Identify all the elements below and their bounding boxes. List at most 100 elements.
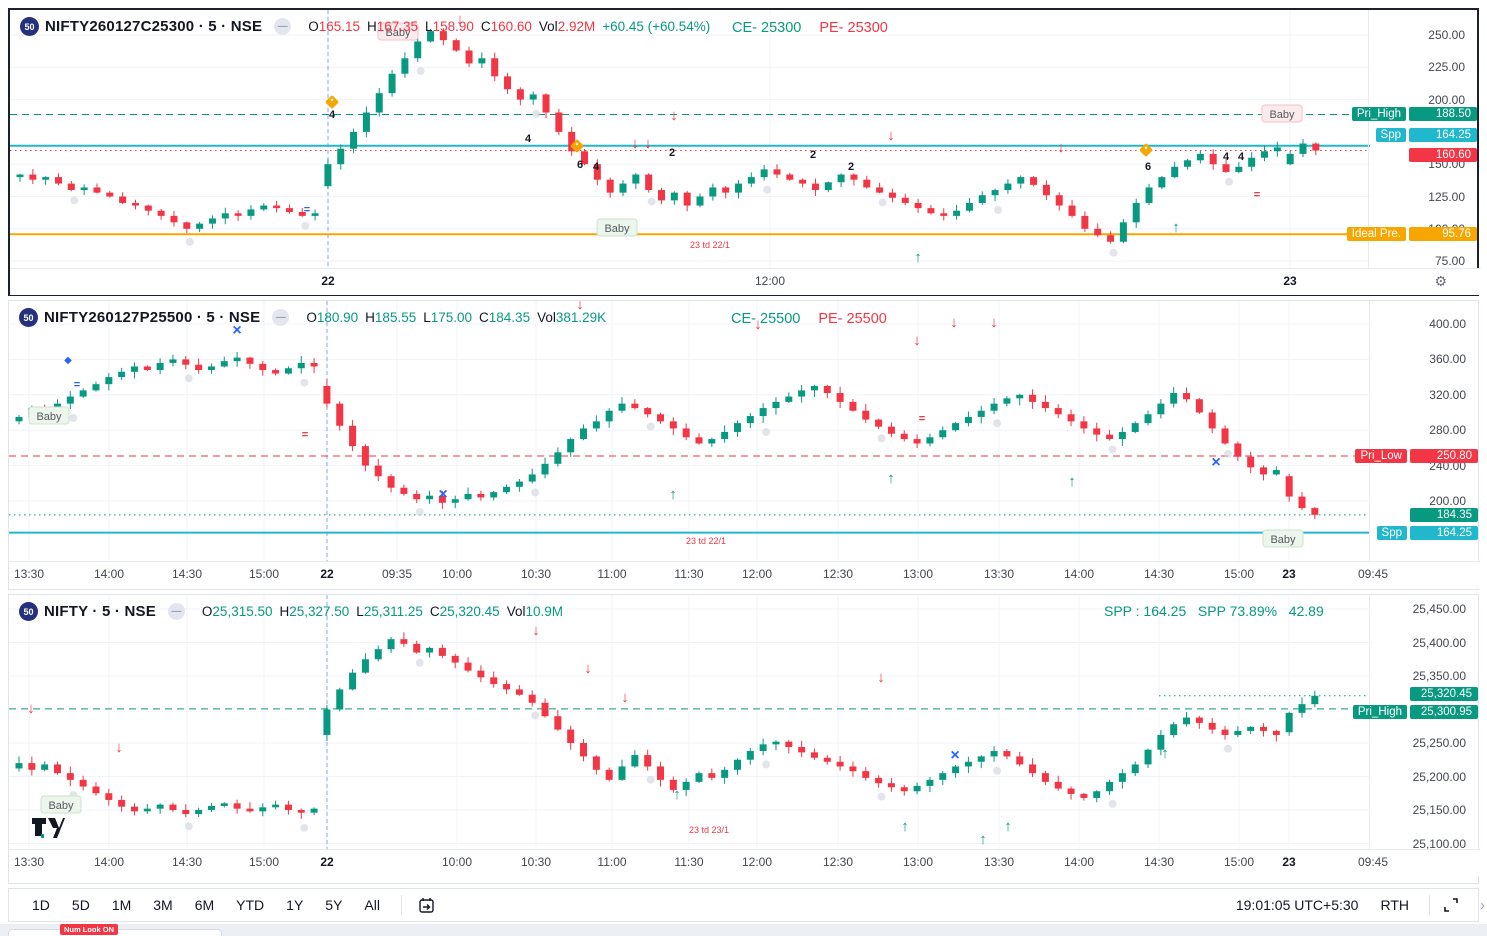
gear-icon[interactable]: ⚙ [1434,273,1447,289]
svg-text:=: = [919,413,925,425]
svg-text:4: 4 [1238,151,1245,163]
chevron-right-icon[interactable]: › [1480,897,1485,914]
svg-text:↓: ↓ [913,332,921,349]
nifty50-logo: 50 [20,17,39,36]
price-tick: 250.00 [1428,28,1465,42]
svg-text:↓: ↓ [887,127,895,144]
range-button-1d[interactable]: 1D [32,897,50,913]
ohlc-value: 165.15 [318,19,360,34]
price-tick: 280.00 [1429,423,1466,438]
ohlc-key: C [480,19,491,34]
price-level-label: Spp 164.25 [1376,525,1478,541]
num-look-badge: Num Look ON [60,924,118,935]
price-axis-1[interactable]: 400.00 360.00 320.00 280.00 240.00 200.00 Pri_… [1355,301,1478,561]
ce-strike-label: CE- 25500 [731,311,801,327]
ohlc-value: 185.55 [374,310,417,325]
svg-text:Baby: Baby [1269,109,1295,121]
range-button-ytd[interactable]: YTD [236,897,265,913]
svg-text:2: 2 [669,147,675,159]
time-tick: 11:00 [597,855,627,869]
ohlc-key: O [306,310,317,325]
symbol-title[interactable]: NIFTY260127C25300 · 5 · NSE [45,18,263,35]
symbol-header-1: 50 NIFTY260127P25500 · 5 · NSE — O180.90… [19,308,606,327]
svg-text:Baby: Baby [48,800,74,812]
time-tick: 13:30 [983,567,1015,581]
time-tick: 13:30 [13,855,45,869]
svg-text:×: × [1211,454,1220,471]
desktop-strip [0,924,1487,936]
price-axis-0[interactable]: 250.00225.00200.00150.00125.00100.0075.0… [1346,10,1477,269]
range-button-5y[interactable]: 5Y [325,897,343,913]
price-tick: 75.00 [1434,254,1465,269]
ohlc-value: 25,327.50 [289,604,350,619]
collapse-icon[interactable]: — [272,309,290,326]
time-tick: 22 [320,855,334,869]
time-tick: 13:30 [13,567,45,581]
time-axis-1[interactable]: 13:30 14:00 14:30 15:00 22 09:35 10:00 10:30 11:… [9,561,1480,588]
time-tick: 10:30 [520,567,552,581]
symbol-header-2: 50 NIFTY · 5 · NSE — O25,315.50 H25,327.5… [19,602,563,621]
session-toggle[interactable]: RTH [1380,897,1409,913]
ohlc-key: Vol [506,604,526,619]
price-level-value: 25,300.95 [1410,704,1478,719]
svg-text:=: = [74,379,80,391]
svg-text:=: = [1254,189,1260,201]
range-button-5d[interactable]: 5D [71,897,90,913]
time-tick: 23 [1282,855,1296,869]
time-axis-2[interactable]: 13:30 14:00 14:30 15:00 22 10:00 10:30 11:00 11:… [9,849,1480,876]
svg-text:Baby: Baby [36,411,62,423]
time-tick: 14:00 [1063,855,1095,869]
price-tick: 200.00 [1428,92,1465,107]
clock-label[interactable]: 19:01:05 UTC+5:30 [1235,897,1359,913]
time-tick: 09:35 [381,567,413,581]
chart-svg-2[interactable]: Baby ↓ ↓ ↓ ↓ ↓ ↓ ↑ ↑ ↑ ↑ ↑ × 23 td 23/1 [9,595,1369,849]
tradingview-logo[interactable] [31,817,65,844]
svg-text:4: 4 [329,109,336,121]
chart-toolbar: 1D 5D 1M 3M 6M YTD 1Y 5Y All 19:01:05 UTC+5:30 R… [8,888,1479,922]
nifty50-logo: 50 [19,308,38,327]
svg-text:23 td 23/1: 23 td 23/1 [689,825,729,835]
price-tick: 360.00 [1429,352,1466,367]
pe-strike-label: PE- 25500 [818,311,887,327]
range-button-1y[interactable]: 1Y [286,897,304,913]
time-tick: 15:00 [1223,567,1255,581]
time-tick: 15:00 [248,855,280,869]
go-to-date-icon[interactable] [414,892,440,918]
range-button-3m[interactable]: 3M [153,897,173,913]
svg-text:Baby: Baby [604,223,630,235]
ohlc-key: L [423,310,431,325]
svg-text:=: = [302,429,308,441]
maximize-icon[interactable] [1438,892,1464,918]
price-tick: 320.00 [1429,387,1466,402]
time-tick: 10:00 [441,855,473,869]
symbol-title[interactable]: NIFTY · 5 · NSE [44,603,156,620]
price-tick: 25,150.00 [1412,803,1466,817]
collapse-icon[interactable]: — [274,18,292,35]
price-axis-2[interactable]: 25,450.00 25,400.00 25,350.00 25,250.00 25,2… [1352,595,1478,851]
ohlc-key: C [479,310,489,325]
strike-title-0: CE- 25300 PE- 25300 [732,20,888,36]
ohlc-value: 175.00 [430,310,473,325]
ohlc-value: 167.35 [376,19,419,34]
svg-text:↑: ↑ [673,786,681,803]
toolbar-right: 19:01:05 UTC+5:30 RTH [1226,889,1464,921]
symbol-header-0: 50 NIFTY260127C25300 · 5 · NSE — O165.15… [20,17,710,36]
range-button-6m[interactable]: 6M [194,897,215,913]
svg-text:×: × [950,747,959,764]
time-tick: 23 [1282,567,1296,581]
price-level-tag: Pri_Low [1355,449,1407,464]
time-tick: 23 [1283,274,1297,288]
strike-title-1: CE- 25500 PE- 25500 [731,311,887,327]
time-tick: 14:00 [93,567,125,581]
chart-svg-1[interactable]: Baby Baby × × × ◆ ↓ ↓ ↓ ↓ ↓ ↑ ↑ ↑ = = = 23 td 22/1 [9,301,1369,561]
toolbar-divider [1429,895,1430,915]
time-tick: 12:00 [754,274,786,288]
ohlc-values-0: O165.15 H167.35 L158.90 C160.60 Vol2.92M +60.… [301,19,710,34]
ohlc-value: 184.35 [488,310,531,325]
time-axis-0[interactable]: ⚙ 22 12:00 23 [10,268,1481,295]
symbol-title[interactable]: NIFTY260127P25500 · 5 · NSE [44,309,261,326]
range-button-all[interactable]: All [364,897,380,913]
collapse-icon[interactable]: — [167,603,185,620]
range-button-1m[interactable]: 1M [111,897,132,913]
